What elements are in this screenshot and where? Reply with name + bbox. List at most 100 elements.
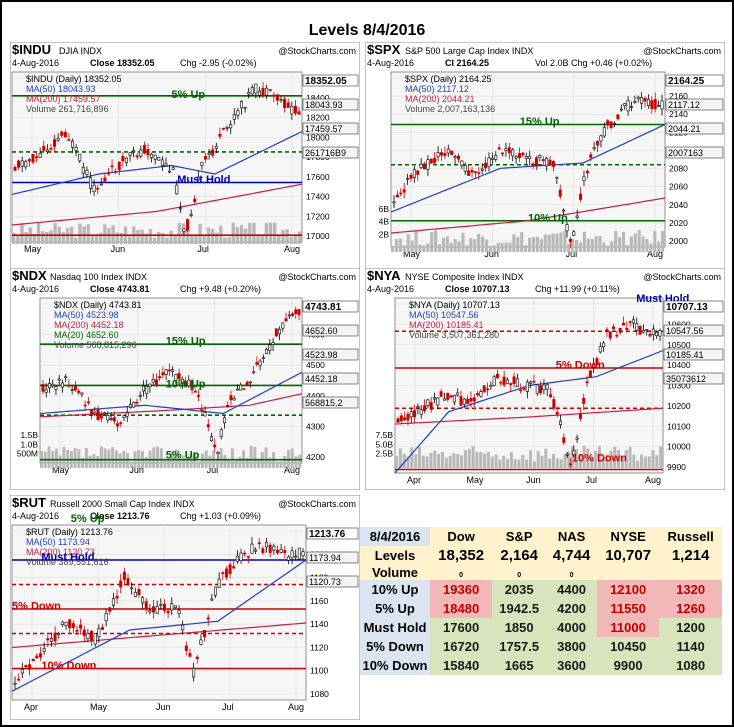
x-tick-label: Aug	[284, 465, 300, 475]
volume-bar	[567, 451, 571, 468]
price-tag-box	[665, 122, 724, 135]
volume-bar	[156, 446, 159, 468]
candle-body	[640, 97, 644, 104]
volume-bar	[54, 448, 58, 468]
price-tag: 261716B9	[305, 148, 346, 158]
row-label: Volume	[360, 565, 430, 580]
price-tag-box	[665, 146, 724, 159]
levels-table: 8/4/2016 Dow S&P NAS NYSE Russell Levels…	[360, 527, 722, 675]
candle-body	[283, 550, 287, 554]
candle-body	[171, 369, 175, 372]
x-tick-label: Jul	[197, 244, 209, 254]
volume-bar	[479, 452, 483, 468]
candle-body	[592, 364, 596, 368]
price-tag-box	[302, 324, 359, 337]
volume-bar	[578, 453, 582, 468]
volume-bar	[103, 448, 107, 468]
y-tick-label: 2060	[669, 182, 688, 192]
volume-bar	[559, 459, 563, 468]
chart-close: Close 18352.05	[90, 58, 155, 68]
legend-entry: MA(200) 17459.57	[26, 94, 101, 104]
candle-body	[128, 152, 132, 156]
legend-entry: Volume 389,551,616	[26, 557, 109, 567]
volume-bar	[144, 457, 148, 468]
price-tag: 4652.60	[305, 326, 338, 336]
table-cell: 18,352	[430, 546, 493, 565]
y-tick-label: 10600	[667, 319, 691, 329]
volume-bar	[504, 242, 508, 252]
candle-body	[426, 399, 430, 406]
candle-body	[439, 152, 443, 156]
volume-bar	[490, 456, 494, 468]
candle-body	[646, 98, 650, 107]
candle-body	[73, 385, 77, 391]
candle-body	[239, 101, 243, 109]
volume-bar	[417, 446, 421, 468]
candle-body	[226, 404, 230, 407]
candle-body	[31, 153, 35, 163]
candle-body	[130, 587, 134, 590]
candle-body	[436, 397, 440, 406]
candle-body	[515, 378, 519, 387]
candle-body	[268, 544, 272, 554]
ma50-line	[11, 130, 303, 195]
candle-body	[246, 556, 250, 558]
candle-body	[265, 87, 269, 96]
y-tick-label: 10300	[667, 381, 691, 391]
candle-body	[243, 552, 247, 555]
table-cell: 0	[459, 572, 464, 579]
candle-body	[20, 160, 24, 167]
candle-body	[459, 396, 463, 406]
x-tick-label: May	[467, 475, 485, 485]
candle-body	[519, 389, 523, 392]
candle-body	[460, 160, 464, 166]
volume-bar	[253, 446, 257, 468]
volume-bar	[215, 232, 219, 244]
volume-bar	[509, 452, 513, 468]
candle-body	[211, 149, 215, 156]
price-tag-box	[663, 300, 724, 313]
volume-bar	[283, 455, 287, 468]
candle-body	[467, 170, 471, 176]
volume-bar	[252, 222, 256, 244]
volume-bar	[128, 236, 132, 244]
volume-bar	[440, 451, 444, 468]
chart-name: DJIA INDX	[59, 46, 102, 56]
legend-entry: MA(50) 10547.56	[409, 310, 479, 320]
candle-body	[49, 638, 53, 642]
volume-bar	[602, 242, 606, 252]
candle-body	[38, 152, 42, 158]
volume-bar	[502, 455, 506, 468]
volume-bar	[483, 453, 487, 468]
candle-body	[606, 120, 610, 126]
candle-body	[114, 171, 118, 173]
price-tag: 1173.94	[309, 553, 341, 563]
candle-body	[132, 150, 136, 153]
candle-body	[88, 177, 92, 189]
candle-body	[186, 219, 190, 231]
candle-body	[514, 156, 518, 159]
chart-date: 4-Aug-2016	[12, 284, 59, 294]
candle-body	[572, 450, 576, 456]
candle-body	[413, 410, 417, 418]
volume-bar	[103, 224, 107, 244]
volume-bar	[202, 235, 206, 244]
volume-bar	[598, 235, 602, 252]
candle-body	[616, 114, 620, 120]
candle-body	[46, 638, 50, 641]
volume-bar	[582, 446, 586, 468]
volume-bar	[257, 459, 261, 468]
table-cell: 2,164	[492, 546, 547, 565]
candle-body	[439, 391, 443, 397]
candle-body	[56, 138, 60, 141]
candle-body	[585, 170, 589, 174]
col-dow: Dow	[430, 527, 493, 546]
volume-bar	[84, 448, 88, 468]
candle-body	[210, 598, 214, 601]
candle-body	[254, 549, 258, 552]
volume-bar	[144, 233, 148, 244]
candle-body	[224, 568, 228, 578]
candle-body	[284, 318, 288, 322]
candle-body	[167, 369, 171, 372]
volume-bar	[248, 222, 252, 244]
